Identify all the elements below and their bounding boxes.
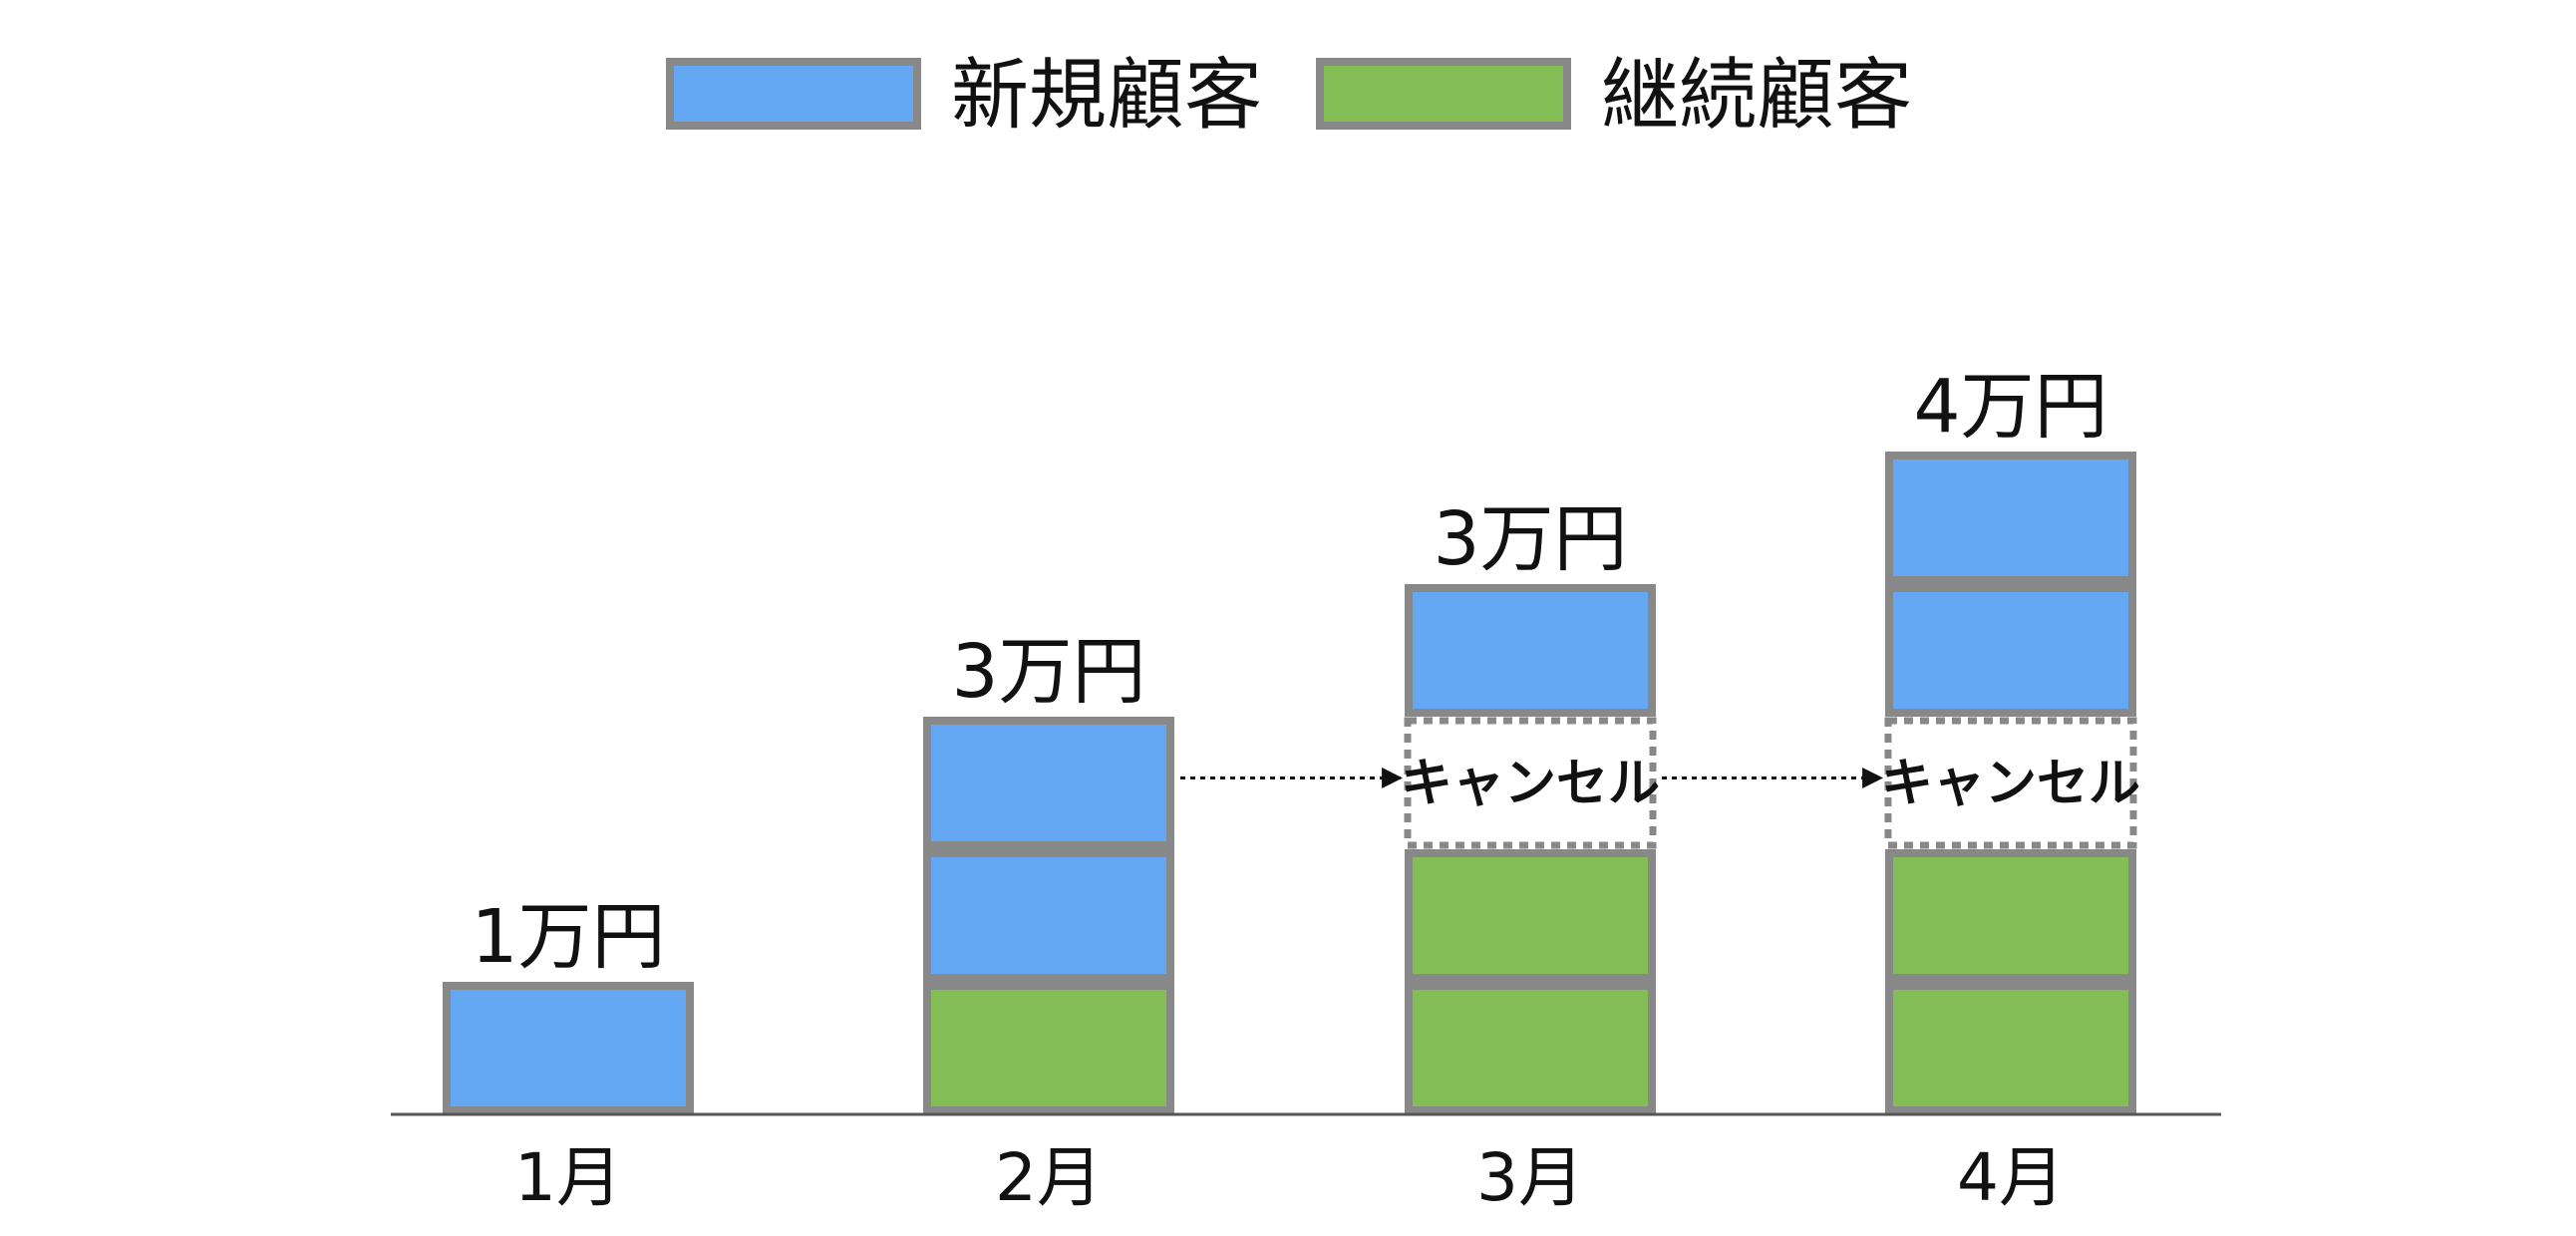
bar-segment-continuing xyxy=(1885,849,2136,982)
cancel-label: キャンセル xyxy=(1881,755,2140,814)
bar-segment-new xyxy=(1885,452,2136,584)
bar-segment-continuing xyxy=(1405,982,1656,1114)
month-label: 2月 xyxy=(995,1139,1103,1216)
cancel-label: キャンセル xyxy=(1401,755,1660,814)
bars: キャンセル キャンセル xyxy=(443,452,2140,1114)
bar-segment-continuing xyxy=(923,982,1174,1114)
legend-item: 継続顧客 xyxy=(1316,51,1912,141)
legend: 新規顧客 継続顧客 xyxy=(666,51,1912,141)
month-label: 1月 xyxy=(514,1139,622,1216)
bar-stack-3: キャンセル xyxy=(1401,584,1660,1114)
bar-stack-2 xyxy=(923,717,1174,1114)
bar-segment-new xyxy=(1405,584,1656,717)
month-label: 3月 xyxy=(1476,1139,1584,1216)
total-label: 3万円 xyxy=(951,629,1145,715)
total-label: 3万円 xyxy=(1433,496,1627,582)
month-label: 4月 xyxy=(1957,1139,2065,1216)
legend-label: 新規顧客 xyxy=(951,51,1262,141)
legend-label: 継続顧客 xyxy=(1601,51,1912,141)
total-label: 4万円 xyxy=(1913,364,2107,450)
bar-segment-new xyxy=(443,982,694,1114)
legend-swatch xyxy=(666,58,921,130)
legend-swatch xyxy=(1316,58,1571,130)
bar-segment-cancel xyxy=(1884,717,2137,849)
bar-segment-continuing xyxy=(1885,982,2136,1114)
x-axis-tick-labels: 1月 2月 3月 4月 xyxy=(514,1139,2065,1216)
bar-stack-4: キャンセル xyxy=(1881,452,2140,1114)
bar-segment-cancel xyxy=(1404,717,1657,849)
bar-stack-1 xyxy=(443,982,694,1114)
total-label: 1万円 xyxy=(471,894,665,980)
bar-segment-new xyxy=(923,849,1174,982)
bar-segment-continuing xyxy=(1405,849,1656,982)
bar-segment-new xyxy=(1885,584,2136,717)
total-labels: 1万円 3万円 3万円 4万円 xyxy=(471,364,2107,980)
bar-segment-new xyxy=(923,717,1174,849)
legend-item: 新規顧客 xyxy=(666,51,1262,141)
